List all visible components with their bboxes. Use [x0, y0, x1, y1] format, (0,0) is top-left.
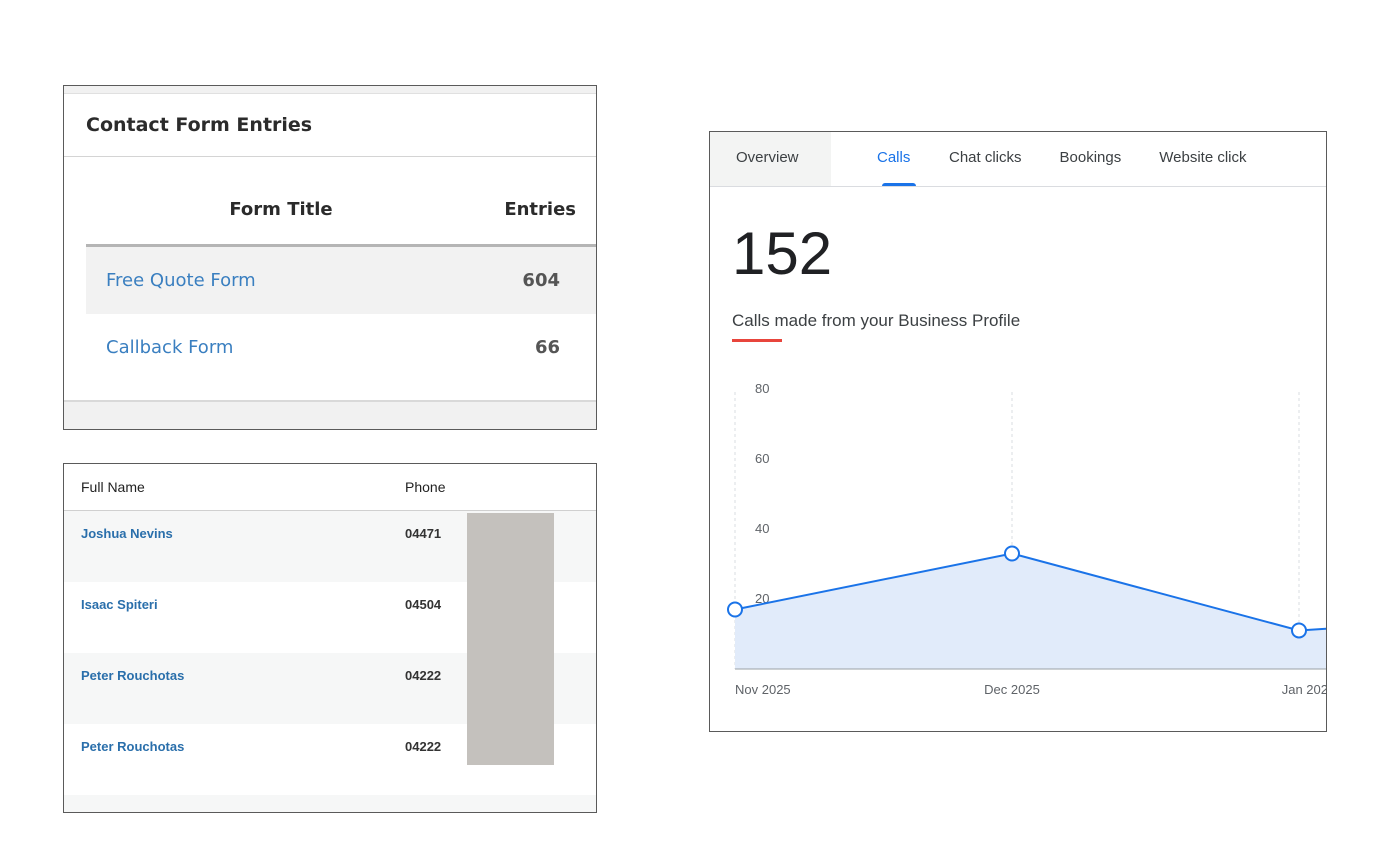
entries-count: 604: [522, 270, 560, 291]
phone-number: 04504: [405, 597, 442, 612]
table-row: Callback Form 66: [86, 314, 596, 381]
tab-website-clicks[interactable]: Website click: [1159, 149, 1247, 166]
phone-number: 04471: [405, 526, 442, 541]
list-item: Peter Rouchotas 04222: [64, 724, 596, 795]
column-header-phone[interactable]: Phone: [405, 479, 446, 495]
form-entries-table: Form Title Entries Free Quote Form 604 C…: [86, 174, 596, 381]
metric-tabs: Overview Calls Chat clicks Bookings Webs…: [710, 132, 1326, 187]
area-fill: [735, 553, 1326, 669]
data-point-1: [1004, 545, 1020, 562]
contact-form-entries-panel: Contact Form Entries Form Title Entries …: [63, 85, 597, 430]
table-header: Form Title Entries: [86, 174, 596, 247]
series-color-indicator: [732, 339, 782, 342]
phone-number: 04222: [405, 739, 442, 754]
person-name-link[interactable]: Peter Rouchotas: [81, 739, 185, 754]
tab-overview[interactable]: Overview: [710, 132, 831, 186]
list-header: Full Name Phone: [64, 464, 596, 511]
series-line: [734, 552, 1326, 632]
column-header-entries[interactable]: Entries: [504, 198, 576, 220]
panel-footer: [64, 400, 596, 429]
tab-calls[interactable]: Calls: [877, 149, 911, 166]
calls-total: 152: [732, 220, 833, 287]
table-row: Free Quote Form 604: [86, 247, 596, 314]
person-name-link[interactable]: Peter Rouchotas: [81, 668, 185, 683]
column-header-form-title[interactable]: Form Title: [229, 198, 333, 220]
x-tick-label: Nov 2025: [735, 682, 791, 697]
x-tick-label: Dec 2025: [984, 682, 1040, 697]
redaction-block: [467, 513, 554, 765]
person-name-link[interactable]: Joshua Nevins: [81, 526, 173, 541]
data-point-0: [727, 601, 743, 618]
list-item: Isaac Spiteri 04504: [64, 582, 596, 653]
list-item-partial: [64, 795, 596, 812]
panel-top-bar: [64, 86, 596, 94]
tab-bookings[interactable]: Bookings: [1059, 149, 1122, 166]
phone-number: 04222: [405, 668, 442, 683]
person-name-link[interactable]: Isaac Spiteri: [81, 597, 158, 612]
y-tick-label: 80: [755, 381, 769, 396]
y-tick-label: 40: [755, 521, 769, 536]
form-title-link[interactable]: Callback Form: [106, 337, 234, 358]
column-header-full-name[interactable]: Full Name: [81, 479, 145, 495]
x-tick-label: Jan 202: [1282, 682, 1327, 697]
form-title-link[interactable]: Free Quote Form: [106, 270, 256, 291]
active-tab-indicator: [882, 183, 916, 186]
data-point-2: [1291, 622, 1307, 639]
tab-chat-clicks[interactable]: Chat clicks: [949, 149, 1022, 166]
entries-count: 66: [534, 337, 560, 358]
people-list-panel: Full Name Phone Joshua Nevins 04471 Isaa…: [63, 463, 597, 813]
panel-title: Contact Form Entries: [64, 94, 596, 157]
metric-description: Calls made from your Business Profile: [732, 311, 1021, 330]
business-profile-performance-panel: Overview Calls Chat clicks Bookings Webs…: [709, 131, 1327, 732]
y-tick-label: 60: [755, 451, 769, 466]
